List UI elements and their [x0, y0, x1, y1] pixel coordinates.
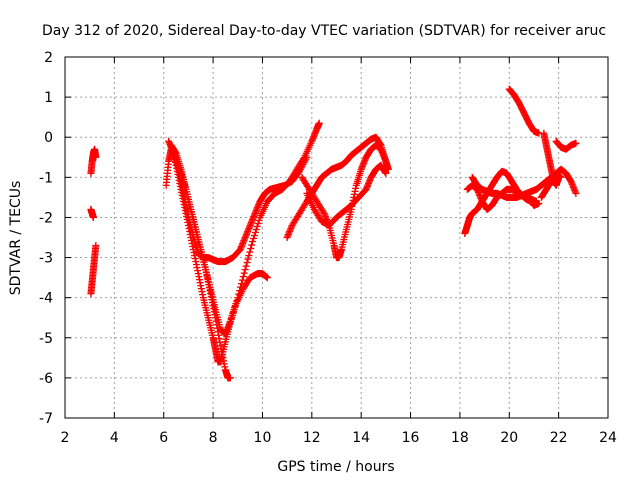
data-point-marker — [255, 216, 263, 224]
data-point-marker — [248, 241, 256, 249]
data-point-marker — [229, 309, 237, 317]
data-point-marker — [252, 225, 260, 233]
data-point-marker — [535, 199, 543, 207]
y-tick-label: -3 — [39, 251, 53, 267]
x-tick-label: 18 — [451, 430, 469, 446]
data-points — [87, 85, 580, 382]
data-point-marker — [230, 306, 238, 314]
x-tick-label: 24 — [599, 430, 617, 446]
chart-title: Day 312 of 2020, Sidereal Day-to-day VTE… — [42, 23, 606, 39]
y-tick-label: -7 — [39, 411, 53, 427]
data-point-marker — [243, 259, 251, 267]
data-point-marker — [232, 300, 240, 308]
data-point-marker — [245, 252, 253, 260]
data-point-marker — [226, 374, 234, 382]
data-point-marker — [246, 248, 254, 256]
y-tick-label: -4 — [39, 291, 53, 307]
data-point-marker — [239, 273, 247, 281]
data-point-marker — [234, 294, 242, 302]
data-point-marker — [315, 119, 323, 127]
data-point-marker — [244, 255, 252, 263]
data-point-marker — [250, 231, 258, 239]
y-tick-label: -5 — [39, 331, 53, 347]
data-point-marker — [238, 276, 246, 284]
data-point-marker — [228, 312, 236, 320]
x-tick-label: 2 — [61, 430, 70, 446]
data-point-marker — [251, 228, 259, 236]
data-point-marker — [237, 280, 245, 288]
x-tick-label: 8 — [209, 430, 218, 446]
x-tick-label: 12 — [303, 430, 321, 446]
y-tick-label: -6 — [39, 371, 53, 387]
data-point-marker — [227, 315, 235, 323]
grid-lines — [65, 57, 608, 418]
data-point-marker — [236, 287, 244, 295]
x-tick-label: 22 — [550, 430, 568, 446]
data-point-marker — [240, 269, 248, 277]
data-point-marker — [319, 208, 327, 216]
data-point-marker — [249, 238, 257, 246]
y-tick-label: -1 — [39, 170, 53, 186]
data-point-marker — [89, 213, 97, 221]
data-point-marker — [233, 297, 241, 305]
data-point-marker — [235, 290, 243, 298]
x-tick-label: 6 — [159, 430, 168, 446]
data-point-marker — [303, 153, 311, 161]
x-tick-label: 20 — [500, 430, 518, 446]
y-tick-label: 1 — [44, 90, 53, 106]
x-tick-label: 4 — [110, 430, 119, 446]
data-point-marker — [242, 262, 250, 270]
y-tick-label: 2 — [44, 50, 53, 66]
data-point-marker — [382, 169, 390, 177]
x-tick-label: 14 — [352, 430, 370, 446]
data-point-marker — [254, 219, 262, 227]
data-point-marker — [231, 303, 239, 311]
y-tick-label: 0 — [44, 130, 53, 146]
x-tick-label: 16 — [402, 430, 420, 446]
y-tick-label: -2 — [39, 210, 53, 226]
data-point-marker — [253, 222, 261, 230]
data-point-marker — [241, 266, 249, 274]
data-point-marker — [247, 245, 255, 253]
data-point-marker — [250, 235, 258, 243]
data-point-marker — [226, 318, 234, 326]
data-point-marker — [92, 242, 100, 250]
x-tick-label: 10 — [254, 430, 272, 446]
data-point-marker — [263, 274, 271, 282]
data-point-marker — [92, 153, 100, 161]
data-point-marker — [237, 283, 245, 291]
